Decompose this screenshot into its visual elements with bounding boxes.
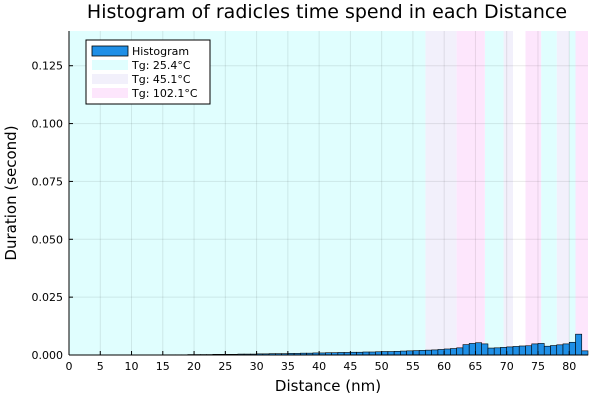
x-tick-label: 10: [125, 360, 139, 373]
x-axis-label: Distance (nm): [275, 377, 381, 395]
histogram-bar: [393, 350, 401, 356]
histogram-bar: [512, 346, 520, 356]
histogram-bar: [425, 349, 432, 356]
region-band-2: [456, 31, 485, 355]
x-tick-label: 30: [250, 360, 264, 373]
histogram-bar: [406, 350, 414, 356]
histogram-bar: [418, 350, 426, 356]
x-tick-label: 65: [468, 360, 482, 373]
histogram-bar: [456, 347, 464, 356]
legend-swatch: [92, 74, 128, 84]
x-tick-label: 15: [156, 360, 170, 373]
x-tick-label: 35: [281, 360, 295, 373]
histogram-bar: [531, 343, 539, 356]
histogram-bar: [543, 345, 551, 356]
grid-lines: [68, 31, 588, 356]
x-tick-label: 70: [500, 360, 514, 373]
y-tick-label: 0.025: [32, 291, 64, 304]
legend-label: Tg: 25.4°C: [131, 59, 191, 72]
x-tick-label: 60: [437, 360, 451, 373]
x-tick-label: 45: [343, 360, 357, 373]
x-tick-label: 0: [66, 360, 73, 373]
histogram-bar: [443, 348, 451, 356]
x-tick-label: 25: [218, 360, 232, 373]
histogram-bar: [518, 345, 526, 356]
y-tick-label: 0.075: [32, 175, 64, 188]
histogram-bar: [506, 346, 514, 356]
region-band-1: [569, 31, 576, 355]
histogram-bar: [462, 344, 470, 356]
histogram-bar: [450, 348, 457, 356]
tick-labels: 0 5 10 15 20 25 30 35 40 45 50 55 60 65 70 75 80 0.000 0.0…: [32, 60, 577, 373]
histogram-bar: [550, 345, 558, 356]
histogram-bar: [493, 347, 501, 356]
histogram-bar: [431, 349, 439, 356]
histogram-bar: [381, 351, 389, 356]
region-band-0: [556, 31, 570, 355]
y-axis-label: Duration (second): [2, 125, 20, 260]
region-band-0: [503, 31, 513, 355]
histogram-bar: [568, 341, 576, 356]
legend-label: Tg: 45.1°C: [131, 73, 191, 86]
region-band-0: [425, 31, 457, 355]
histogram-bar: [475, 342, 482, 356]
region-band-1: [484, 31, 504, 355]
axes: [68, 31, 588, 356]
histogram-bar: [400, 350, 407, 356]
region-band-1: [541, 31, 557, 355]
x-tick-label: 40: [312, 360, 326, 373]
y-tick-label: 0.100: [32, 118, 64, 131]
x-tick-label: 20: [187, 360, 201, 373]
x-tick-label: 75: [531, 360, 545, 373]
region-band-2: [575, 31, 588, 355]
histogram-bar: [562, 343, 570, 356]
histogram-bar: [437, 349, 445, 356]
y-tick-label: 0.050: [32, 233, 64, 246]
legend-swatch: [92, 88, 128, 98]
histogram-bar: [556, 344, 564, 356]
region-band-2: [525, 31, 542, 355]
histogram-bar: [575, 333, 583, 356]
legend-label: Histogram: [132, 45, 189, 58]
histogram-bar: [412, 350, 420, 356]
histogram-bar: [387, 351, 395, 356]
histogram-bar: [468, 343, 476, 356]
legend-swatch: [91, 45, 129, 57]
histogram-bar: [500, 347, 508, 356]
y-tick-label: 0.000: [32, 349, 64, 362]
histogram-bar: [481, 343, 489, 356]
x-tick-label: 50: [375, 360, 389, 373]
x-tick-label: 55: [406, 360, 420, 373]
histogram-bar: [581, 350, 589, 356]
histogram-bar: [537, 343, 545, 356]
y-tick-label: 0.125: [32, 60, 64, 73]
x-tick-label: 80: [562, 360, 576, 373]
legend-label: Tg: 102.1°C: [131, 87, 198, 100]
histogram-bar: [487, 347, 495, 356]
legend-swatch: [92, 60, 128, 70]
histogram-bar: [525, 345, 533, 356]
chart-title: Histogram of radicles time spend in each…: [87, 1, 567, 23]
x-tick-label: 5: [97, 360, 104, 373]
